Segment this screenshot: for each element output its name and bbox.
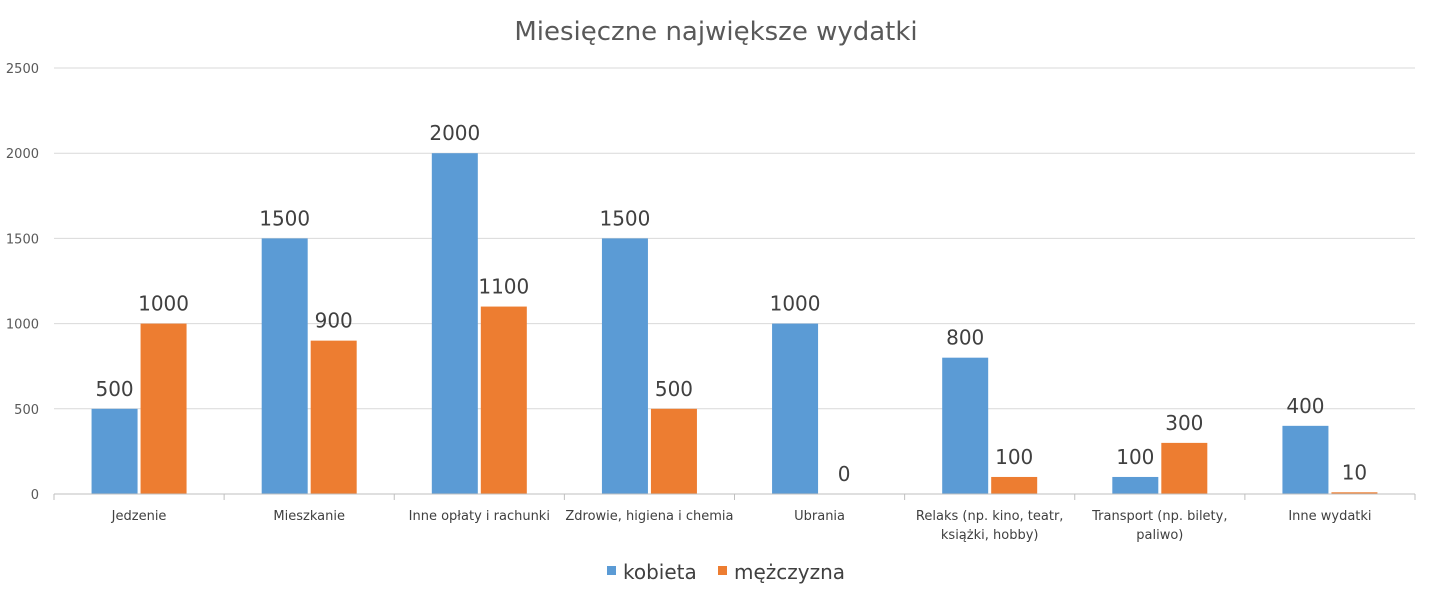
legend: kobieta mężczyzna — [607, 560, 845, 584]
data-label: 800 — [946, 326, 984, 350]
category-label: Inne wydatki — [1288, 509, 1371, 524]
data-label: 100 — [995, 445, 1033, 469]
category-label: Relaks (np. kino, teatr, książki, hobby) — [916, 509, 1064, 543]
bar-kobieta — [942, 357, 989, 494]
data-label: 500 — [655, 377, 693, 401]
y-tick-label: 2000 — [6, 147, 39, 162]
chart-title: Miesięczne największe wydatki — [514, 17, 917, 47]
bar-mezczyzna — [1161, 442, 1208, 494]
category-label-line: Inne opłaty i rachunki — [409, 509, 550, 524]
y-axis-ticks: 0 500 1000 1500 2000 2500 — [6, 62, 39, 503]
y-tick-label: 1000 — [6, 318, 39, 333]
legend-label: mężczyzna — [734, 560, 845, 584]
data-label: 2000 — [429, 121, 480, 145]
y-tick-label: 0 — [31, 488, 39, 503]
category-label-line: Ubrania — [794, 509, 845, 524]
category-label-line: paliwo) — [1136, 528, 1183, 543]
category-label: Inne opłaty i rachunki — [409, 509, 550, 524]
category-label-line: Jedzenie — [111, 509, 167, 524]
data-label: 400 — [1286, 394, 1324, 418]
gridlines — [54, 67, 1415, 410]
category-label-line: Inne wydatki — [1288, 509, 1371, 524]
legend-swatch — [607, 566, 616, 575]
legend-label: kobieta — [623, 560, 697, 584]
bar-mezczyzna — [991, 476, 1038, 494]
bar-mezczyzna — [1331, 492, 1378, 494]
bar-kobieta — [91, 408, 138, 494]
bar-mezczyzna — [310, 340, 357, 494]
data-label: 1500 — [599, 206, 650, 230]
category-label: Zdrowie, higiena i chemia — [565, 509, 733, 524]
category-label-line: Mieszkanie — [273, 509, 345, 524]
data-label: 300 — [1165, 411, 1203, 435]
data-label: 10 — [1342, 460, 1367, 484]
bar-mezczyzna — [650, 408, 697, 494]
legend-swatch — [718, 566, 727, 575]
category-label-line: Transport (np. bilety, — [1091, 509, 1227, 524]
category-label-line: książki, hobby) — [941, 528, 1039, 543]
category-label: Ubrania — [794, 509, 845, 524]
x-axis — [53, 493, 1416, 500]
data-label: 1000 — [138, 292, 189, 316]
y-tick-label: 500 — [14, 403, 39, 418]
bar-kobieta — [601, 238, 648, 494]
category-label: Transport (np. bilety, paliwo) — [1091, 509, 1227, 543]
y-tick-label: 1500 — [6, 232, 39, 247]
category-labels: Jedzenie Mieszkanie Inne opłaty i rachunki… — [111, 509, 1372, 543]
category-label: Mieszkanie — [273, 509, 345, 524]
bar-kobieta — [431, 153, 478, 494]
bar-mezczyzna — [480, 306, 527, 494]
bar-kobieta — [1112, 476, 1159, 494]
data-label: 0 — [838, 462, 851, 486]
data-label: 1000 — [770, 292, 821, 316]
category-label: Jedzenie — [111, 509, 167, 524]
data-label: 1100 — [478, 275, 529, 299]
y-tick-label: 2500 — [6, 62, 39, 77]
data-label: 900 — [315, 309, 353, 333]
bars — [91, 153, 1378, 494]
category-label-line: Zdrowie, higiena i chemia — [565, 509, 733, 524]
data-label: 1500 — [259, 206, 310, 230]
data-label: 500 — [95, 377, 133, 401]
bar-kobieta — [772, 323, 819, 494]
data-label: 100 — [1116, 445, 1154, 469]
category-label-line: Relaks (np. kino, teatr, — [916, 509, 1064, 524]
bar-kobieta — [1282, 425, 1329, 494]
data-labels: 5001500200015001000800100400100090011005… — [95, 121, 1367, 486]
bar-kobieta — [261, 238, 308, 494]
bar-mezczyzna — [140, 323, 187, 494]
